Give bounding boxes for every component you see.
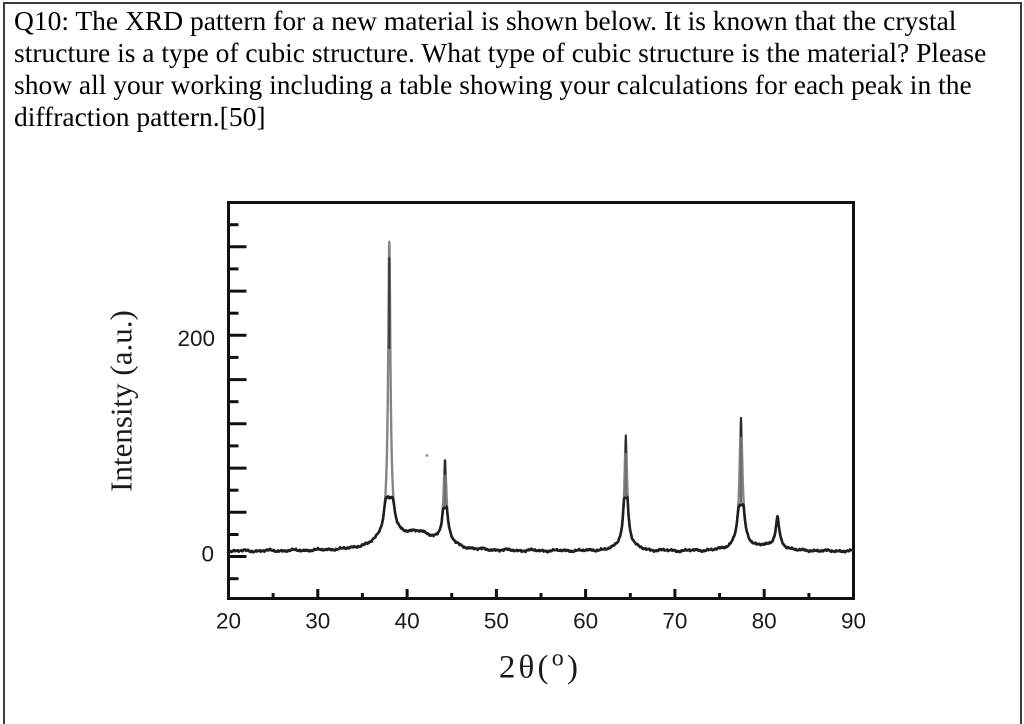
svg-text:40: 40 [395, 609, 420, 634]
svg-text:30: 30 [305, 609, 330, 634]
svg-text:20: 20 [216, 609, 241, 634]
svg-text:2θ(o): 2θ(o) [499, 646, 581, 686]
svg-text:50: 50 [484, 609, 509, 634]
svg-text:90: 90 [841, 609, 866, 634]
svg-text:80: 80 [752, 609, 777, 634]
svg-text:0: 0 [201, 542, 214, 567]
svg-text:Intensity (a.u.): Intensity (a.u.) [104, 310, 139, 492]
svg-text:70: 70 [662, 609, 687, 634]
svg-text:200: 200 [177, 326, 215, 351]
svg-text:60: 60 [573, 609, 598, 634]
